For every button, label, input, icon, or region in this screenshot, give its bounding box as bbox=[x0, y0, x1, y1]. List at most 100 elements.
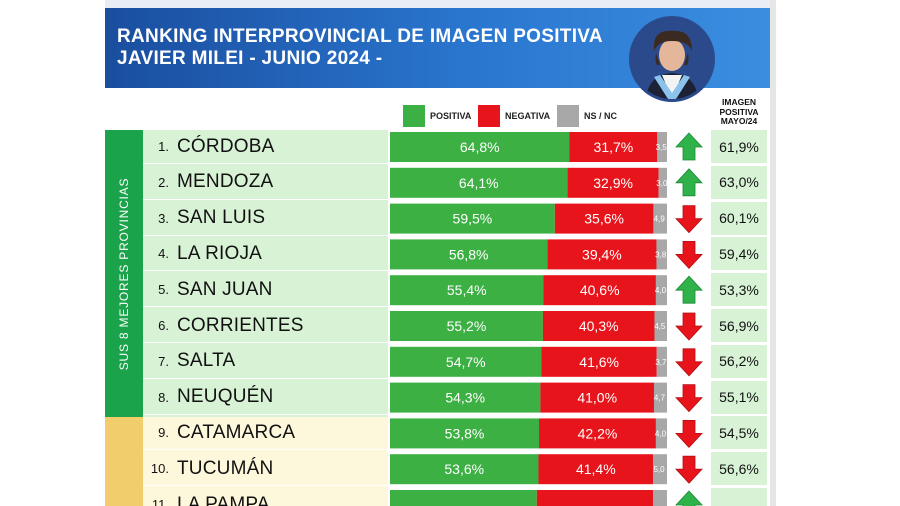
arrow-down-icon bbox=[675, 241, 703, 269]
data-label-positiva: 53,6% bbox=[444, 461, 484, 477]
portrait-illustration bbox=[632, 19, 712, 99]
bar-segment-positiva bbox=[390, 239, 548, 270]
may-value-cell: 56,2% bbox=[711, 344, 767, 379]
data-label-positiva: 64,8% bbox=[460, 139, 500, 155]
bar-segment-negativa bbox=[541, 346, 657, 377]
bar-segment-nsnc bbox=[655, 418, 667, 449]
province-name: SAN JUAN bbox=[177, 278, 273, 300]
data-label-negativa: 31,7% bbox=[594, 139, 634, 155]
data-label-negativa: 41,6% bbox=[579, 354, 619, 370]
data-label-nsnc: 4,5 bbox=[654, 322, 666, 331]
province-name: CATAMARCA bbox=[177, 421, 296, 443]
province-row-label: 6. CORRIENTES bbox=[143, 309, 388, 343]
bar-segment-nsnc bbox=[653, 382, 667, 413]
may-value-cell bbox=[711, 488, 767, 506]
data-label-positiva: 54,3% bbox=[445, 390, 485, 406]
bar-segment-negativa bbox=[567, 167, 659, 198]
rest-side-band bbox=[105, 417, 143, 506]
may-column-header: IMAGEN POSITIVA MAYO/24 bbox=[711, 97, 767, 127]
scrollbar-track[interactable] bbox=[770, 0, 776, 506]
legend-swatch-negativa bbox=[478, 105, 500, 127]
data-label-negativa: 35,6% bbox=[584, 211, 624, 227]
bar-segment-nsnc bbox=[655, 275, 667, 306]
rest-label-zone bbox=[143, 417, 388, 506]
province-name: CÓRDOBA bbox=[177, 135, 275, 157]
bar-segment-nsnc bbox=[656, 346, 667, 377]
rank-number: 7. bbox=[158, 353, 169, 369]
data-label-nsnc: 4,7 bbox=[654, 394, 666, 403]
arrow-down-icon bbox=[675, 312, 703, 341]
rank-number: 11. bbox=[151, 497, 169, 506]
legend-positiva: POSITIVA bbox=[403, 105, 471, 127]
legend-label-nsnc: NS / NC bbox=[584, 111, 618, 121]
bar-segment-positiva bbox=[390, 275, 544, 306]
arrow-down-icon bbox=[675, 348, 703, 377]
data-label-positiva: 55,2% bbox=[447, 318, 487, 334]
data-label-negativa: 39,4% bbox=[582, 246, 622, 262]
bar-segment-positiva bbox=[390, 311, 543, 341]
arrow-up-icon bbox=[675, 275, 703, 304]
legend-swatch-positiva bbox=[403, 105, 425, 127]
legend-label-negativa: NEGATIVA bbox=[505, 111, 551, 121]
data-label-negativa: 42,2% bbox=[578, 425, 618, 441]
arrow-down-icon bbox=[675, 420, 703, 448]
rank-number: 4. bbox=[158, 246, 169, 262]
bar-segment-nsnc bbox=[653, 203, 667, 234]
rank-number: 5. bbox=[158, 282, 169, 298]
bar-segment-nsnc bbox=[657, 132, 667, 162]
bar-segment-negativa bbox=[569, 132, 658, 162]
rank-number: 2. bbox=[158, 174, 169, 190]
may-value-cell: 53,3% bbox=[711, 273, 767, 308]
legend-negativa: NEGATIVA bbox=[478, 105, 550, 127]
rank-number: 3. bbox=[158, 210, 169, 226]
bar-segment-positiva bbox=[390, 167, 568, 198]
arrow-up-icon bbox=[675, 490, 703, 506]
bar-segment-positiva bbox=[390, 346, 542, 377]
data-label-negativa: 32,9% bbox=[593, 175, 633, 191]
data-label-nsnc: 3,8 bbox=[655, 250, 667, 259]
province-row-label: 1. CÓRDOBA bbox=[143, 130, 388, 164]
arrow-down-icon bbox=[675, 455, 703, 484]
bar-segment-negativa bbox=[536, 490, 654, 506]
province-row-label: 3. SAN LUIS bbox=[143, 202, 388, 236]
rank-number: 1. bbox=[158, 139, 169, 154]
bar-segment-positiva bbox=[390, 382, 541, 413]
may-value-cell: 61,9% bbox=[711, 130, 767, 164]
bar-segment-negativa bbox=[554, 203, 654, 234]
bar-segment-positiva bbox=[390, 203, 555, 234]
bar-segment-negativa bbox=[540, 382, 654, 413]
province-name: SALTA bbox=[177, 350, 236, 372]
arrow-up-icon bbox=[675, 132, 703, 161]
bar-segment-positiva bbox=[390, 132, 570, 162]
data-label-negativa: 40,3% bbox=[579, 318, 619, 334]
may-header-line1: IMAGEN bbox=[722, 97, 756, 107]
legend-nsnc: NS / NC bbox=[557, 105, 617, 127]
data-label-positiva: 55,4% bbox=[447, 282, 487, 298]
bar-segment-positiva bbox=[390, 490, 537, 506]
province-row-label: 2. MENDOZA bbox=[143, 166, 388, 200]
chart-frame: RANKING INTERPROVINCIAL DE IMAGEN POSITI… bbox=[105, 0, 770, 506]
province-row-label: 8. NEUQUÉN bbox=[143, 381, 388, 415]
may-value-cell: 54,5% bbox=[711, 416, 767, 451]
bar-segment-negativa bbox=[547, 239, 657, 270]
top-8-side-band: SUS 8 MEJORES PROVINCIAS bbox=[105, 130, 143, 417]
province-name: LA PAMPA bbox=[177, 493, 270, 506]
province-name: MENDOZA bbox=[177, 171, 274, 193]
top-8-label-zone bbox=[143, 130, 388, 417]
province-name: SAN LUIS bbox=[177, 207, 266, 229]
arrow-up-icon bbox=[675, 168, 703, 197]
data-label-positiva: 64,1% bbox=[459, 175, 499, 191]
data-label-nsnc: 3,7 bbox=[655, 358, 667, 367]
bar-segment-nsnc bbox=[654, 311, 667, 341]
may-value-cell: 63,0% bbox=[711, 165, 767, 200]
title-banner: RANKING INTERPROVINCIAL DE IMAGEN POSITI… bbox=[105, 0, 770, 102]
bar-segment-negativa bbox=[543, 275, 656, 306]
data-label-nsnc: 4,9 bbox=[654, 215, 666, 224]
data-label-positiva: 53,8% bbox=[445, 425, 485, 441]
data-label-nsnc: 4,0 bbox=[655, 286, 667, 295]
bar-segment-negativa bbox=[538, 454, 654, 485]
province-row-label: 5. SAN JUAN bbox=[143, 273, 388, 308]
province-row-label: 7. SALTA bbox=[143, 345, 388, 379]
rank-number: 6. bbox=[158, 318, 169, 333]
province-name: CORRIENTES bbox=[177, 314, 304, 336]
